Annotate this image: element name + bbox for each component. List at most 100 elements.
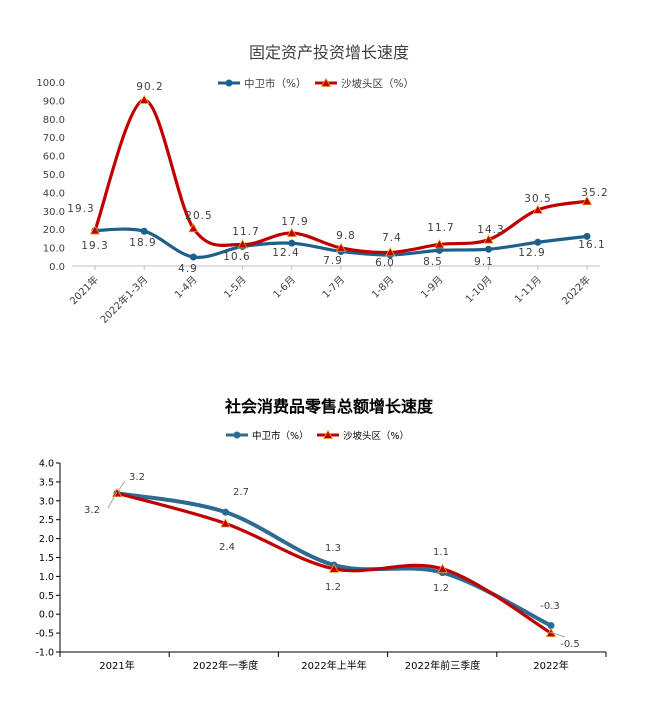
data-label-0: 12.4: [272, 247, 299, 259]
x-tick-label: 2021年: [99, 659, 134, 672]
x-tick-label: 1-9月: [418, 274, 445, 301]
x-tick-label: 2022年上半年: [301, 659, 366, 672]
y-tick-label: -0.5: [35, 629, 54, 640]
data-label-0: 1.1: [433, 547, 449, 558]
y-tick-label: 2.0: [39, 534, 54, 545]
legend-marker-1: [322, 429, 334, 439]
y-tick-label: 60.0: [43, 152, 65, 163]
data-label-0: 3.2: [129, 472, 145, 483]
data-point-1: [89, 225, 101, 235]
leader-line: [549, 631, 566, 638]
retail-sales-chart: 社会消费品零售总额增长速度 中卫市（%） 沙坡头区（%） -1.0 -0.5 0.0 0.5…: [0, 375, 658, 675]
data-label-1: 1.2: [433, 583, 449, 594]
data-label-1: 30.5: [524, 193, 551, 205]
y-tick-label: 4.0: [39, 459, 54, 470]
y-tick-label: 3.5: [39, 477, 54, 488]
y-tick-label: 80.0: [43, 115, 65, 126]
x-tick-label: 2022年前三季度: [405, 659, 480, 672]
x-tick-label: 1-6月: [271, 274, 298, 301]
data-label-1: 1.2: [325, 582, 341, 593]
y-tick-label: 1.5: [39, 553, 54, 564]
legend-label-1: 沙坡头区（%）: [343, 430, 409, 442]
y-tick-label: 70.0: [43, 133, 65, 144]
y-tick-label: 0.5: [39, 591, 54, 602]
leader-line: [107, 491, 118, 509]
data-label-1: 14.3: [477, 224, 504, 236]
data-label-1: 35.2: [581, 187, 608, 199]
x-tick-label: 2022年: [533, 659, 568, 672]
data-label-1: -0.5: [560, 639, 580, 650]
data-point-1: [237, 239, 248, 249]
y-tick-label: 30.0: [43, 207, 65, 218]
data-label-1: 7.4: [382, 232, 402, 244]
data-label-1: 3.2: [84, 505, 100, 516]
legend-label-1: 沙坡头区（%）: [341, 77, 414, 90]
x-tick-label: 1-8月: [369, 274, 396, 301]
legend-marker-0: [233, 431, 241, 439]
y-tick-label: 0.0: [39, 610, 54, 621]
x-tick-label: 2021年: [67, 273, 101, 307]
y-tick-label: 2.5: [39, 515, 54, 526]
data-point-1: [335, 242, 347, 252]
x-tick-label: 1-5月: [222, 274, 249, 301]
data-point-0: [547, 622, 555, 630]
data-label-1: 9.8: [336, 230, 356, 242]
data-label-0: 16.1: [578, 239, 605, 251]
data-label-1: 90.2: [136, 81, 163, 93]
data-label-0: 7.9: [323, 255, 343, 267]
data-label-1: 20.5: [185, 210, 212, 222]
x-tick-label: 2022年1-3月: [97, 273, 150, 326]
y-tick-label: 0.0: [49, 262, 65, 273]
legend-label-0: 中卫市（%）: [244, 77, 306, 90]
data-point-1: [188, 222, 199, 233]
series-line-0: [115, 491, 553, 628]
data-label-0: -0.3: [540, 601, 560, 612]
data-point-0: [485, 245, 493, 253]
data-label-1: 11.7: [232, 226, 259, 238]
data-point-0: [583, 232, 591, 240]
data-label-1: 11.7: [427, 222, 454, 234]
y-tick-label: 40.0: [43, 188, 65, 199]
series-line-1: [93, 98, 588, 255]
data-point-0: [288, 239, 296, 247]
data-label-0: 19.3: [81, 240, 108, 252]
data-label-1: 2.4: [219, 542, 235, 553]
y-tick-label: 90.0: [43, 96, 65, 107]
x-tick-label: 1-10月: [463, 274, 495, 306]
y-tick-label: 50.0: [43, 170, 65, 181]
data-label-0: 2.7: [233, 487, 249, 498]
x-tick-label: 2022年一季度: [193, 659, 258, 672]
data-point-1: [220, 518, 231, 528]
data-point-1: [581, 195, 593, 206]
data-label-0: 12.9: [518, 247, 545, 259]
data-point-1: [437, 563, 448, 573]
data-point-1: [139, 94, 150, 104]
legend-label-0: 中卫市（%）: [252, 430, 309, 442]
y-tick-label: 3.0: [39, 496, 54, 507]
data-point-1: [385, 247, 396, 257]
fixed-asset-investment-chart: 固定资产投资增长速度 中卫市（%） 沙坡头区（%） 0.0 10.0 20.0 30.0 40…: [0, 0, 658, 335]
y-tick-label: 100.0: [36, 78, 65, 89]
x-tick-label: 1-7月: [320, 274, 347, 301]
data-label-0: 1.3: [325, 543, 341, 554]
x-tick-label: 1-11月: [512, 274, 544, 306]
chart-title: 社会消费品零售总额增长速度: [224, 397, 434, 416]
data-label-0: 8.5: [423, 256, 443, 268]
chart-title: 固定资产投资增长速度: [249, 43, 409, 62]
data-label-0: 9.1: [474, 256, 494, 268]
legend-marker-1: [320, 77, 332, 87]
x-tick-label: 2022年: [559, 273, 593, 307]
data-point-0: [534, 238, 542, 246]
data-point-0: [222, 508, 229, 516]
data-point-1: [532, 204, 543, 214]
data-point-1: [328, 563, 340, 573]
data-point-1: [434, 239, 445, 249]
data-label-0: 10.6: [223, 251, 250, 263]
data-point-0: [140, 227, 148, 235]
data-point-0: [435, 246, 443, 254]
data-label-0: 18.9: [129, 237, 156, 249]
leader-line: [117, 480, 126, 492]
data-label-0: 4.9: [178, 263, 198, 275]
